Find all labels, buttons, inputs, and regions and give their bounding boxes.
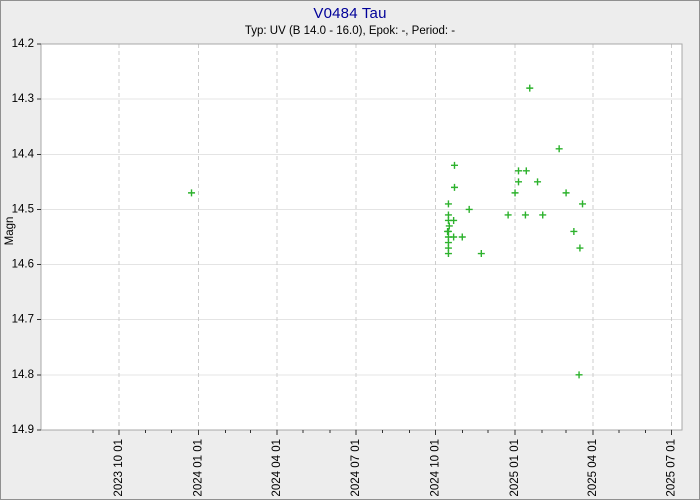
data-point [526,84,534,92]
x-tick-label: 2023 10 01 [113,439,125,497]
data-point [534,178,542,186]
data-point [522,167,530,175]
horizontal-gridlines [41,98,682,376]
data-point [579,200,587,208]
x-tick-label: 2025 01 01 [509,439,521,497]
data-point [450,233,458,241]
data-point [450,161,458,169]
data-point [444,250,452,258]
data-point [188,189,196,197]
y-tick-label: 14.9 [12,424,34,436]
axis-ticks [37,43,673,435]
plot-background [41,44,682,430]
y-tick-label: 14.3 [12,93,34,105]
data-point [511,189,519,197]
x-tick-labels: 2023 10 01 2024 01 01 2024 04 01 2024 07 01… [113,439,678,497]
data-point [445,222,453,230]
data-point [450,183,458,191]
data-point [444,216,452,224]
data-point [555,145,563,153]
x-tick-label: 2024 04 01 [271,439,283,497]
data-point [576,244,584,252]
x-tick-label: 2024 01 01 [192,439,204,497]
chart-subtitle: Typ: UV (B 14.0 - 16.0), Epok: -, Period… [244,25,456,37]
vertical-gridlines [118,44,673,430]
data-point [515,178,523,186]
y-tick-label: 14.5 [12,203,34,215]
data-point [515,167,523,175]
x-tick-label: 2024 10 01 [429,439,441,497]
y-tick-label: 14.4 [12,148,35,160]
data-point [562,189,570,197]
y-tick-labels: 14.2 14.3 14.4 14.5 14.6 14.7 14.8 14.9 [12,38,35,436]
plot-frame [40,43,683,431]
y-tick-label: 14.7 [12,314,34,326]
x-tick-label: 2025 07 01 [666,439,678,497]
data-point [458,233,466,241]
data-point [521,211,529,219]
data-point [504,211,512,219]
data-point [477,250,485,258]
data-points [188,84,587,379]
chart-title: V0484 Tau [313,5,387,22]
data-point [539,211,547,219]
x-tick-label: 2025 04 01 [587,439,599,497]
y-tick-label: 14.6 [12,259,34,271]
data-point [444,200,452,208]
data-point [570,227,578,235]
y-tick-label: 14.8 [12,369,34,381]
data-point [465,205,473,213]
y-tick-label: 14.2 [12,38,34,50]
data-point [575,371,583,379]
x-tick-label: 2024 07 01 [350,439,362,497]
